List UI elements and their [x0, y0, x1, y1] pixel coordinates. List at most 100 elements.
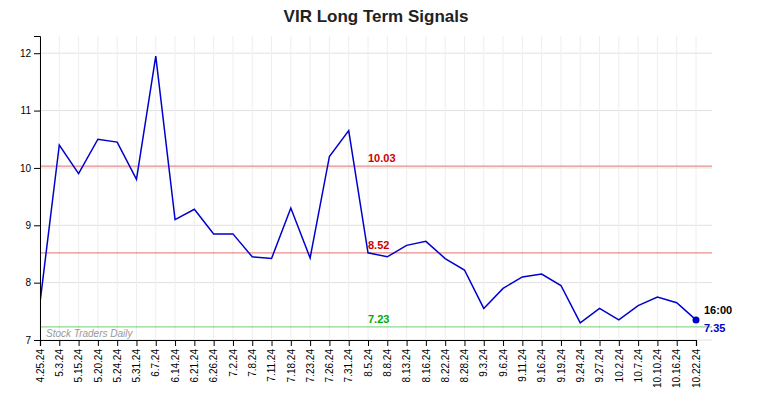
- grid-line: [541, 36, 542, 340]
- tick-label: 7.8.24: [247, 349, 258, 377]
- grid-line: [368, 36, 369, 340]
- grid-line: [59, 36, 60, 340]
- tick-label: 8: [25, 277, 31, 288]
- tick-mark: [619, 340, 620, 346]
- tick-label: 7.2.24: [228, 349, 239, 377]
- tick-label: 9.6.24: [498, 349, 509, 377]
- line: [40, 56, 696, 323]
- tick-mark: [600, 340, 601, 346]
- tick-mark: [580, 340, 581, 346]
- grid-line: [175, 36, 176, 340]
- grid-line: [40, 282, 712, 283]
- tick-mark: [98, 340, 99, 346]
- tick-mark: [156, 340, 157, 346]
- reference-label: 10.03: [368, 152, 396, 164]
- tick-mark: [426, 340, 427, 346]
- tick-label: 11: [21, 105, 32, 116]
- tick-mark: [657, 340, 658, 346]
- grid-line: [483, 36, 484, 340]
- grid-line: [232, 36, 233, 340]
- marks: [40, 56, 712, 327]
- tick: 9.24.24: [575, 340, 586, 382]
- reference-label: 8.52: [368, 239, 389, 251]
- tick-mark: [445, 340, 446, 346]
- tick-label: 10.7.24: [633, 349, 644, 383]
- tick-mark: [136, 340, 137, 346]
- tick-mark: [464, 340, 465, 346]
- tick-label: 7: [25, 335, 31, 346]
- grid-line: [445, 36, 446, 340]
- tick-label: 6.7.24: [150, 349, 161, 377]
- tick: 5.31.24: [131, 340, 142, 382]
- last-value-label: 7.35: [704, 322, 725, 334]
- reference-line: [40, 326, 712, 327]
- grid-line: [194, 36, 195, 340]
- tick: 4.25.24: [35, 340, 46, 382]
- tick-label: 10.16.24: [671, 349, 682, 388]
- tick-label: 9.11.24: [517, 349, 528, 382]
- tick: 7.11.24: [266, 340, 277, 382]
- tick: 6.26.24: [208, 340, 219, 382]
- grid-line: [696, 36, 697, 340]
- tick-mark: [387, 340, 388, 346]
- tick: 5.24.24: [112, 340, 123, 382]
- tick: 8.28.24: [459, 340, 470, 382]
- tick: 9.3.24: [478, 340, 489, 377]
- tick-mark: [310, 340, 311, 346]
- tick: 5.15.24: [73, 340, 84, 382]
- axis-line: [34, 37, 41, 341]
- tick: 8.5.24: [363, 340, 374, 377]
- tick: 10.7.24: [633, 340, 644, 382]
- tick-mark: [484, 340, 485, 346]
- grid-line: [117, 36, 118, 340]
- tick-label: 6.21.24: [189, 349, 200, 383]
- grid-line: [97, 36, 98, 340]
- tick-mark: [34, 340, 40, 341]
- tick-label: 9.16.24: [536, 349, 547, 383]
- tick-mark: [40, 340, 41, 346]
- title: VIR Long Term Signals: [284, 7, 469, 26]
- tick-mark: [34, 225, 40, 226]
- grid: [40, 36, 712, 340]
- tick: 8.8.24: [382, 340, 393, 377]
- tick-mark: [117, 340, 118, 346]
- tick-label: 8.22.24: [440, 349, 451, 383]
- grid-line: [213, 36, 214, 340]
- tick-mark: [561, 340, 562, 346]
- tick: 7.2.24: [228, 340, 239, 377]
- tick-label: 4.25.24: [35, 349, 46, 383]
- tick-label: 7.18.24: [286, 349, 297, 383]
- tick-label: 10.22.24: [691, 349, 702, 388]
- tick: 7.23.24: [305, 340, 316, 382]
- tick-label: 5.3.24: [54, 349, 65, 377]
- tick-mark: [638, 340, 639, 346]
- tick: 11: [21, 105, 40, 116]
- tick-mark: [542, 340, 543, 346]
- tick-label: 10: [20, 163, 32, 174]
- grid-line: [638, 36, 639, 340]
- tick-mark: [34, 111, 40, 112]
- grid-line: [560, 36, 561, 340]
- reference-label: 7.23: [368, 313, 389, 325]
- tick-mark: [34, 283, 40, 284]
- grid-line: [329, 36, 330, 340]
- tick: 12: [20, 48, 40, 59]
- tick-label: 10.2.24: [614, 349, 625, 383]
- grid-line: [155, 36, 156, 340]
- tick-mark: [696, 340, 697, 346]
- grid-line: [425, 36, 426, 340]
- tick-mark: [194, 340, 195, 346]
- grid-line: [522, 36, 523, 340]
- grid-line: [40, 167, 712, 168]
- tick-label: 6.26.24: [208, 349, 219, 383]
- tick: 9.27.24: [594, 340, 605, 382]
- tick: 6.14.24: [170, 340, 181, 382]
- tick-label: 8.28.24: [459, 349, 470, 383]
- tick: 10.10.24: [652, 340, 663, 388]
- tick-mark: [349, 340, 350, 346]
- grid-line: [78, 36, 79, 340]
- grid-line: [40, 53, 712, 54]
- tick: 8.22.24: [440, 340, 451, 382]
- grid-line: [40, 225, 712, 226]
- plot: 7891011124.25.245.3.245.15.245.20.245.24…: [20, 36, 732, 388]
